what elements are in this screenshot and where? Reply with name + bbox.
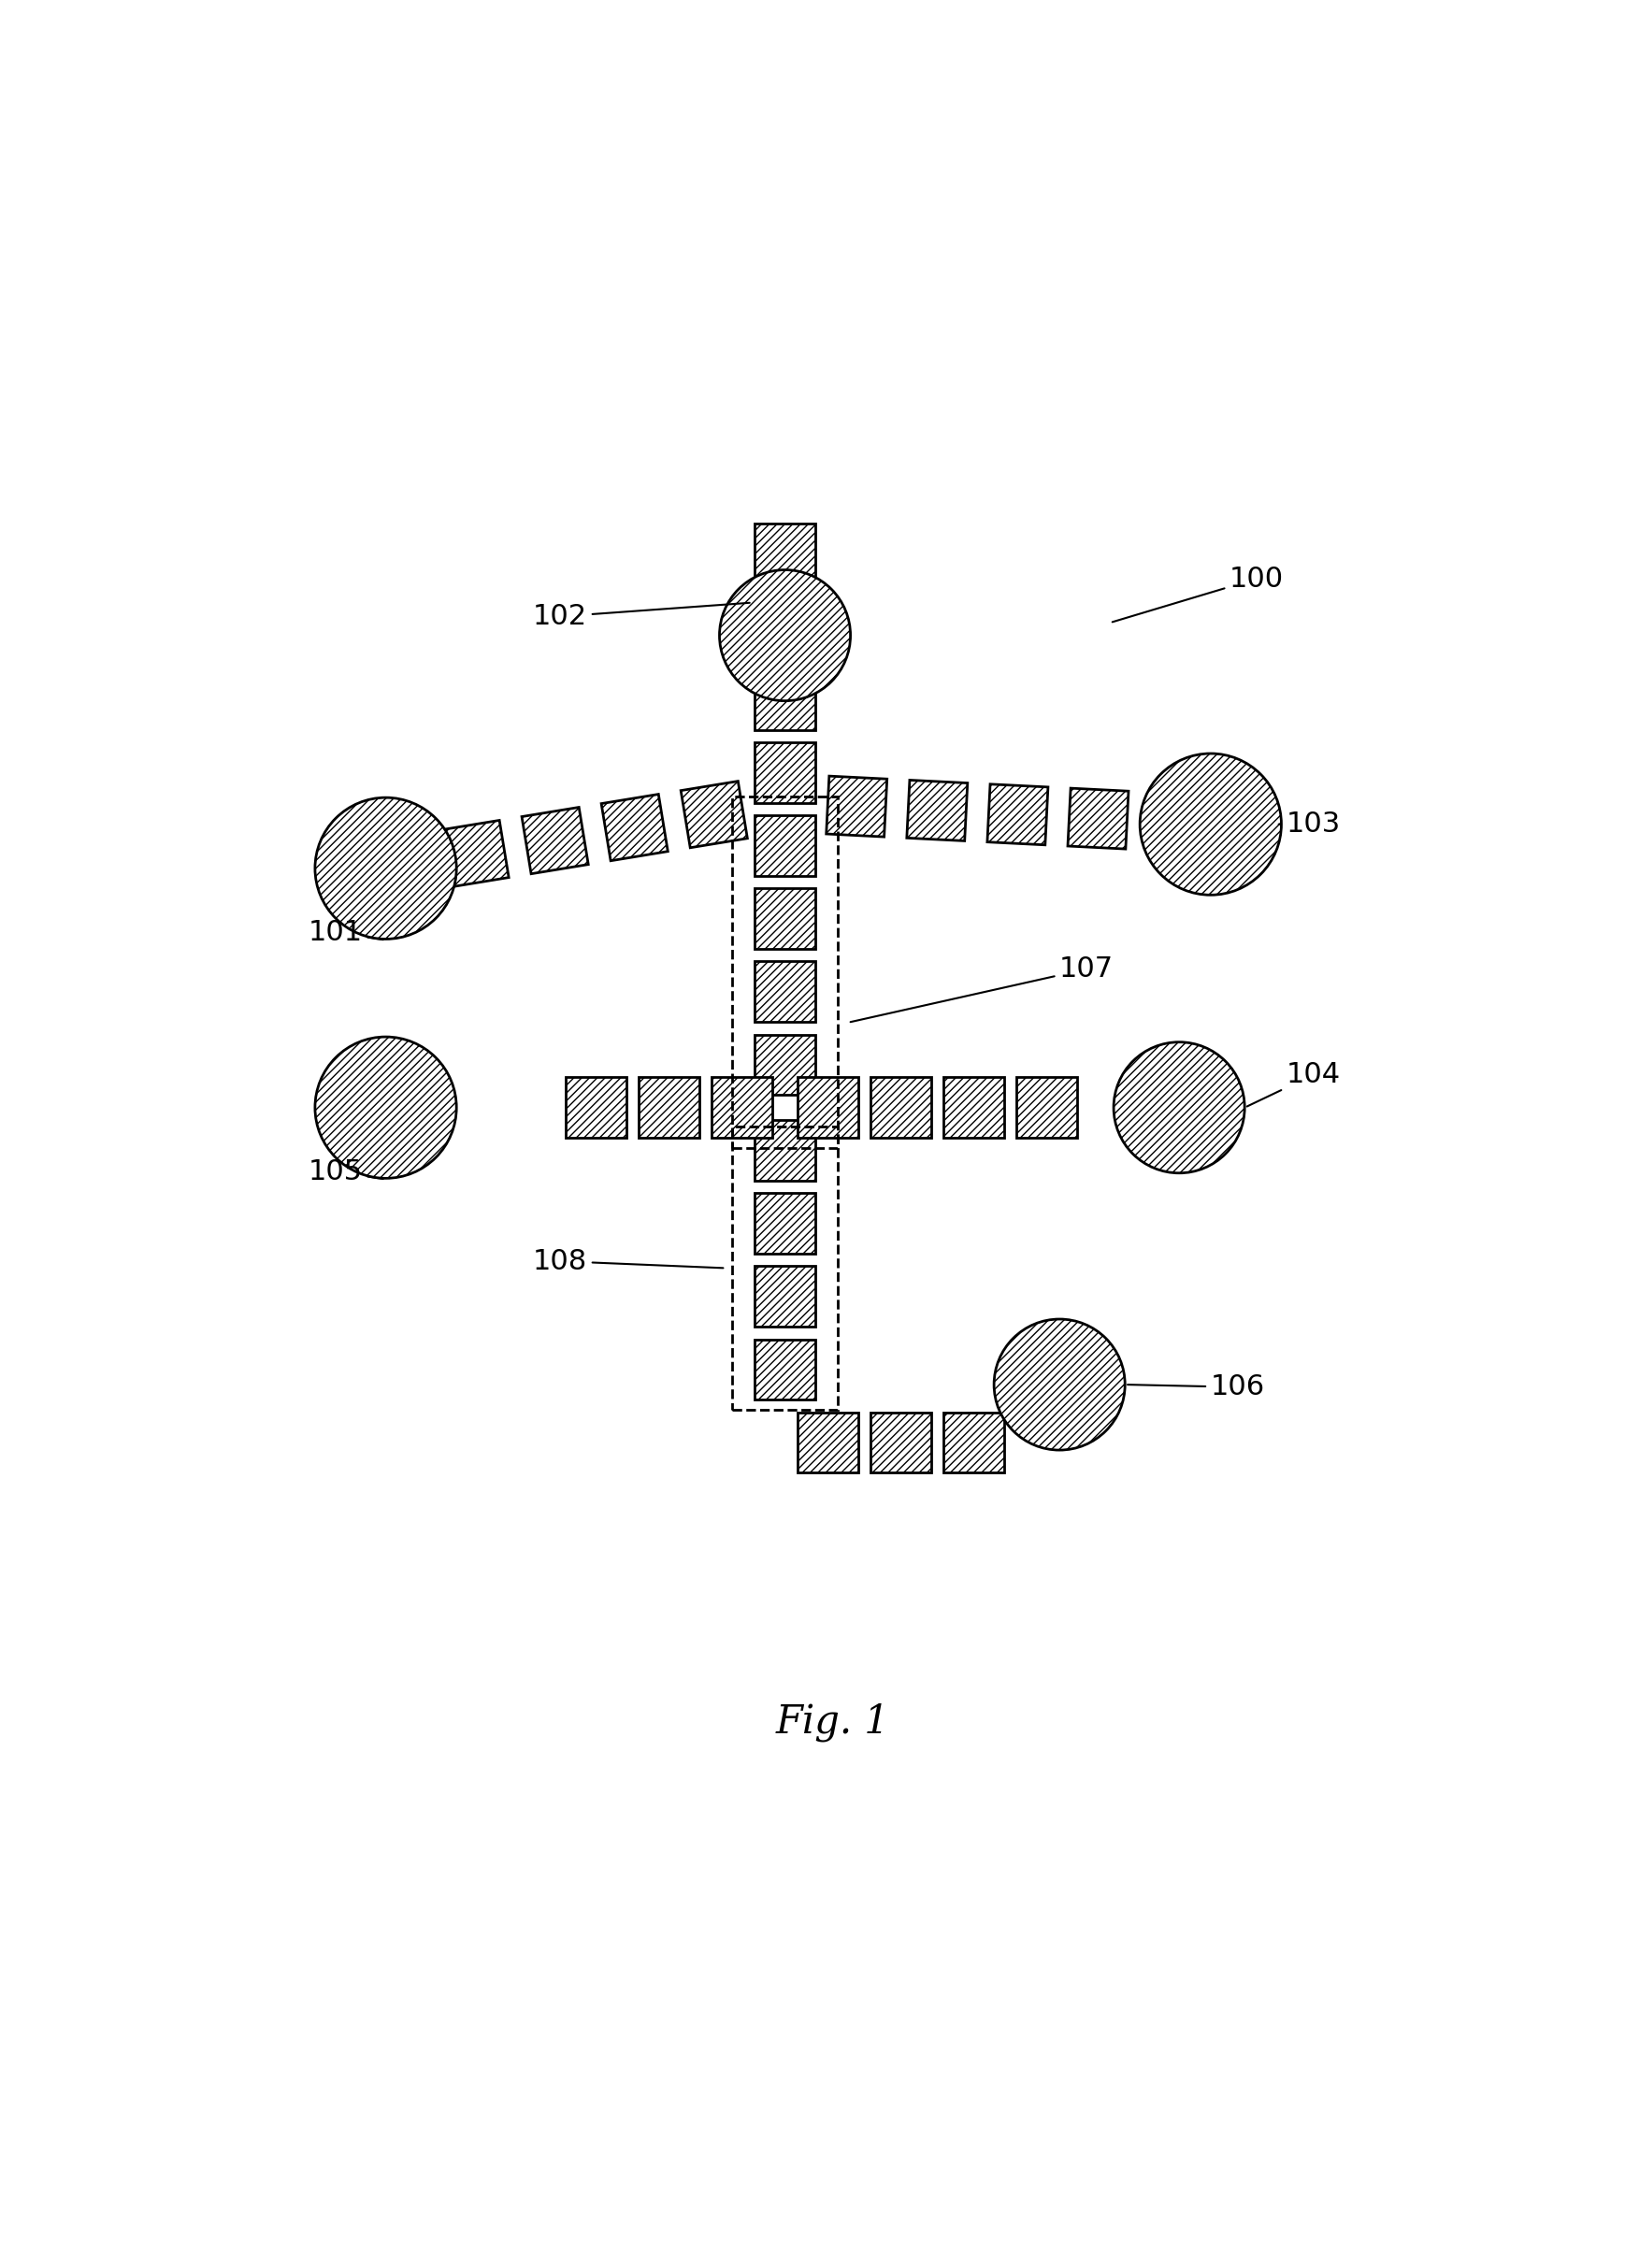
Bar [601, 794, 668, 862]
Bar [754, 1034, 816, 1095]
Bar [754, 524, 816, 583]
Bar [1017, 1077, 1077, 1139]
Bar [565, 1077, 626, 1139]
Bar [522, 807, 588, 873]
Text: 103: 103 [1279, 810, 1341, 837]
Text: 106: 106 [1128, 1374, 1264, 1402]
Circle shape [315, 1036, 457, 1179]
Bar [754, 816, 816, 875]
Bar [731, 796, 838, 1148]
Circle shape [1139, 753, 1282, 896]
Bar [754, 1193, 816, 1254]
Bar [754, 1340, 816, 1399]
Bar [944, 1077, 1004, 1139]
Bar [754, 1266, 816, 1327]
Text: Fig. 1: Fig. 1 [775, 1703, 890, 1742]
Bar [712, 1077, 772, 1139]
Text: 108: 108 [533, 1247, 723, 1275]
Bar [871, 1077, 931, 1139]
Bar [639, 1077, 699, 1139]
Text: 104: 104 [1246, 1061, 1341, 1107]
Circle shape [720, 569, 850, 701]
Bar [754, 451, 816, 510]
Text: 100: 100 [1113, 565, 1284, 621]
Circle shape [994, 1320, 1124, 1449]
Bar [681, 780, 748, 848]
Bar [754, 962, 816, 1023]
Bar [907, 780, 967, 841]
Bar [826, 776, 887, 837]
Text: 101: 101 [309, 919, 384, 946]
Text: 107: 107 [850, 955, 1113, 1023]
Bar [944, 1413, 1004, 1472]
Text: 105: 105 [309, 1159, 384, 1186]
Text: 102: 102 [533, 603, 749, 631]
Bar [754, 596, 816, 658]
Circle shape [1113, 1041, 1245, 1173]
Bar [1068, 789, 1128, 848]
Bar [798, 1413, 858, 1472]
Bar [798, 1077, 858, 1139]
Bar [754, 669, 816, 730]
Circle shape [315, 798, 457, 939]
Bar [871, 1413, 931, 1472]
Bar [754, 742, 816, 803]
Bar [988, 785, 1048, 846]
Bar [754, 1120, 816, 1182]
Bar [731, 1127, 838, 1411]
Bar [442, 821, 509, 887]
Bar [754, 889, 816, 948]
